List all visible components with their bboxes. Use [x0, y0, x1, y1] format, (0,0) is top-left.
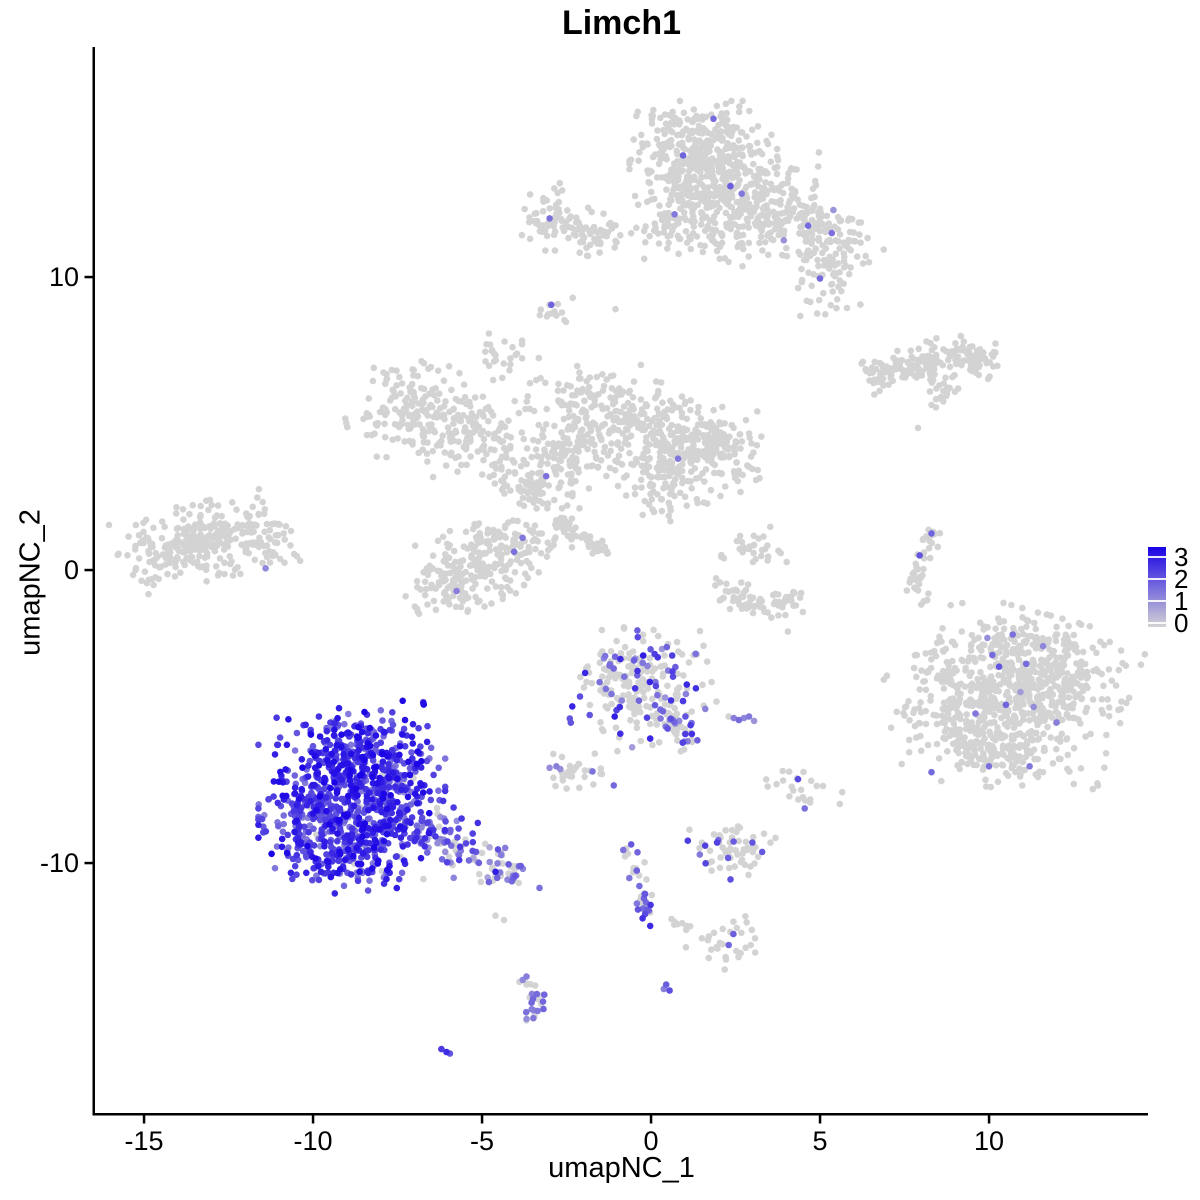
y-tick-label: 0: [63, 555, 79, 585]
colorbar-tick: [1148, 578, 1166, 580]
umap-points: [105, 97, 1149, 1057]
x-tick-label: 5: [812, 1126, 828, 1156]
colorbar-tick: [1148, 600, 1166, 602]
axis-lines: [92, 47, 1148, 1116]
colorbar-tick: [1148, 556, 1166, 558]
colorbar-tick-label: 2: [1174, 564, 1189, 594]
x-axis-label: umapNC_1: [548, 1152, 695, 1184]
x-tick-label: 10: [973, 1126, 1005, 1156]
colorbar-tick-label: 0: [1174, 608, 1189, 638]
y-tick-label: -10: [39, 848, 79, 878]
y-tick-label: 10: [48, 262, 79, 292]
x-tick-label: -15: [124, 1126, 164, 1156]
x-tick-label: -10: [293, 1126, 333, 1156]
x-tick-label: -5: [469, 1126, 495, 1156]
x-tick-label: 0: [643, 1126, 659, 1156]
plot-title: Limch1: [561, 4, 682, 42]
axis-ticks: [84, 275, 991, 1124]
colorbar-tick-label: 3: [1174, 542, 1189, 572]
colorbar-tick-label: 1: [1174, 586, 1189, 616]
colorbar-gradient: [1148, 547, 1166, 627]
colorbar-tick: [1148, 622, 1166, 624]
